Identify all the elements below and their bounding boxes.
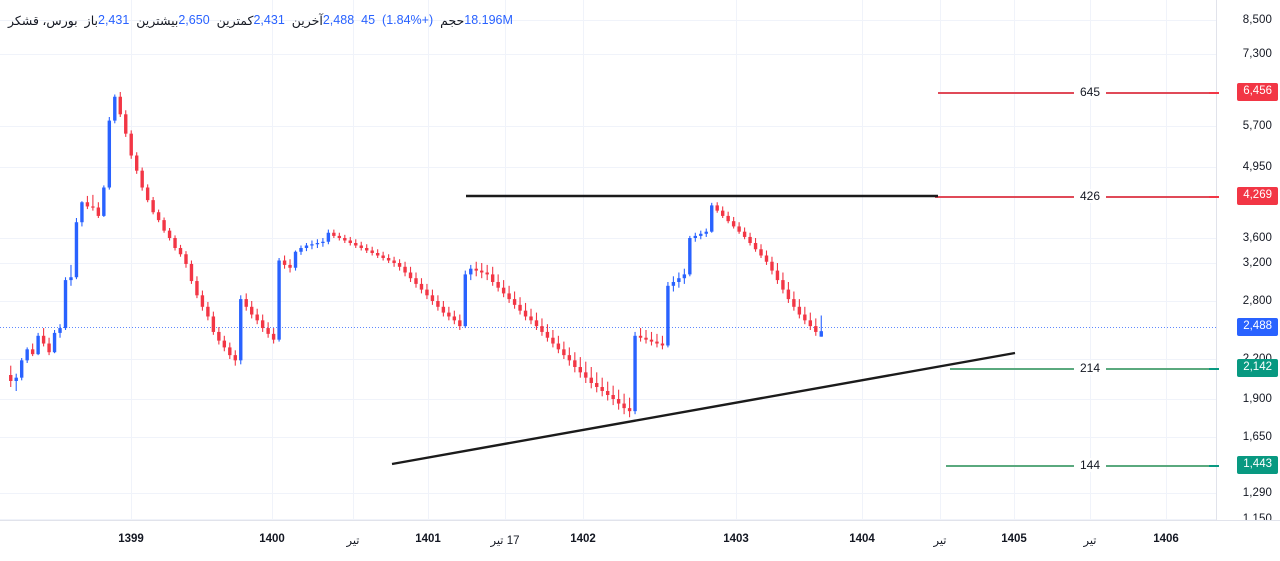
gridline-h [0, 437, 1216, 438]
gridline-h [0, 54, 1216, 55]
symbol-legend[interactable]: بورس، قشکر باز 2,431 بیشترین 2,650 کمتری… [8, 10, 513, 30]
plot-area[interactable]: 645 426 214 144 [0, 0, 1216, 520]
gridline-h [0, 399, 1216, 400]
y-tick: 4,950 [1242, 161, 1272, 173]
price-badge-support-214[interactable]: 2,142 [1237, 359, 1278, 377]
gridline-v [1090, 0, 1091, 520]
x-tick-1406: 1406 [1153, 533, 1179, 545]
study-line-426-label: 426 [1073, 189, 1107, 203]
gridline-v [862, 0, 863, 520]
x-tick-17-tir: 17 تیر [490, 535, 520, 547]
gridline-v [583, 0, 584, 520]
price-axis[interactable]: 8,500 7,300 5,700 4,950 3,600 3,200 2,80… [1209, 0, 1280, 525]
badge-stub-214 [1209, 368, 1219, 370]
x-tick-1400: 1400 [259, 533, 285, 545]
gridline-h [0, 359, 1216, 360]
study-line-144-right[interactable] [1106, 465, 1216, 467]
study-line-426-left[interactable] [935, 196, 1075, 198]
legend-low-label: کمترین [216, 13, 254, 28]
gridline-v [353, 0, 354, 520]
x-tick-1404: 1404 [849, 533, 875, 545]
gridline-v [131, 0, 132, 520]
study-line-144-label: 144 [1073, 458, 1107, 472]
y-tick: 3,200 [1242, 257, 1272, 269]
gridline-v [1014, 0, 1015, 520]
last-price-line [0, 327, 1216, 328]
gridline-h [0, 238, 1216, 239]
x-tick-tir-1: تیر [346, 535, 360, 547]
legend-change-abs: 45 [361, 13, 376, 27]
x-tick-1403: 1403 [723, 533, 749, 545]
x-tick-1402: 1402 [570, 533, 596, 545]
lower-support [391, 351, 1016, 466]
legend-volume-value: 18.196M [464, 13, 513, 27]
study-line-426-right[interactable] [1106, 196, 1216, 198]
y-tick: 3,600 [1242, 232, 1272, 244]
gridline-h [0, 519, 1216, 520]
study-line-645-label: 645 [1073, 85, 1107, 99]
legend-high-label: بیشترین [136, 13, 179, 28]
y-tick: 1,900 [1242, 393, 1272, 405]
gridline-v [736, 0, 737, 520]
gridline-h [0, 167, 1216, 168]
study-line-214-label: 214 [1073, 361, 1107, 375]
candlestick-series [9, 91, 1016, 466]
price-badge-last[interactable]: 2,488 [1237, 318, 1278, 336]
gridline-h [0, 301, 1216, 302]
y-tick: 7,300 [1242, 48, 1272, 60]
gridline-v [1166, 0, 1167, 520]
x-tick-1401: 1401 [415, 533, 441, 545]
gridline-h [0, 493, 1216, 494]
y-tick: 1,290 [1242, 487, 1272, 499]
x-tick-1405: 1405 [1001, 533, 1027, 545]
legend-volume-label: حجم [440, 13, 465, 28]
legend-low-value: 2,431 [253, 13, 285, 27]
gridline-v [940, 0, 941, 520]
legend-change-pct: (+1.84%) [382, 13, 434, 27]
gridline-h [0, 263, 1216, 264]
time-axis[interactable]: 1399 1400 تیر 1401 17 تیر 1402 1403 1404… [0, 520, 1280, 561]
legend-symbol-name[interactable]: بورس، قشکر [8, 13, 78, 28]
badge-stub-426 [1209, 196, 1219, 198]
study-line-214-right[interactable] [1106, 368, 1216, 370]
legend-close-value: 2,488 [322, 13, 355, 27]
gridline-v [272, 0, 273, 520]
price-badge-resistance-645[interactable]: 6,456 [1237, 83, 1278, 101]
study-line-645-right[interactable] [1106, 92, 1216, 94]
gridline-h [0, 126, 1216, 127]
badge-stub-144 [1209, 465, 1219, 467]
y-tick: 2,800 [1242, 295, 1272, 307]
legend-close-label: آخرین [291, 13, 323, 28]
study-line-645-left[interactable] [938, 92, 1076, 94]
gridline-v [428, 0, 429, 520]
x-tick-tir-3: تیر [1083, 535, 1097, 547]
y-tick: 8,500 [1242, 14, 1272, 26]
study-line-144-left[interactable] [946, 465, 1076, 467]
price-badge-support-144[interactable]: 1,443 [1237, 456, 1278, 474]
gridline-v [505, 0, 506, 520]
gridline-h [0, 20, 1216, 21]
x-tick-tir-2: تیر [933, 535, 947, 547]
y-tick: 1,650 [1242, 431, 1272, 443]
legend-open-value: 2,431 [98, 13, 130, 27]
price-badge-resistance-426[interactable]: 4,269 [1237, 187, 1278, 205]
badge-stub-645 [1209, 92, 1219, 94]
legend-high-value: 2,650 [178, 13, 210, 27]
trendline-group [391, 194, 1016, 466]
study-line-214-left[interactable] [950, 368, 1076, 370]
y-tick: 5,700 [1242, 120, 1272, 132]
x-tick-1399: 1399 [118, 533, 144, 545]
legend-open-label: باز [84, 13, 98, 28]
